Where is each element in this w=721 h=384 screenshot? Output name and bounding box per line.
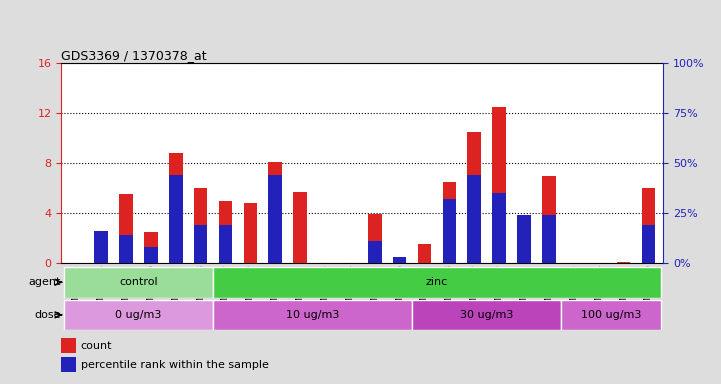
Bar xyxy=(467,175,481,263)
Bar xyxy=(368,214,381,263)
Bar xyxy=(517,215,531,263)
Bar xyxy=(492,107,506,263)
Bar xyxy=(368,241,381,263)
Bar xyxy=(492,193,506,263)
Bar xyxy=(144,232,158,263)
Bar xyxy=(194,188,208,263)
Bar xyxy=(61,357,76,372)
Bar xyxy=(417,244,431,263)
Bar xyxy=(443,199,456,263)
Text: zinc: zinc xyxy=(426,277,448,287)
Bar xyxy=(393,260,407,263)
Bar xyxy=(144,247,158,263)
Bar xyxy=(63,300,213,330)
Bar xyxy=(194,225,208,263)
Bar xyxy=(393,257,407,263)
Bar xyxy=(616,262,630,263)
Text: 10 ug/m3: 10 ug/m3 xyxy=(286,310,340,320)
Bar xyxy=(467,132,481,263)
Bar xyxy=(642,188,655,263)
Bar xyxy=(412,300,562,330)
Bar xyxy=(119,235,133,263)
Text: GDS3369 / 1370378_at: GDS3369 / 1370378_at xyxy=(61,49,207,62)
Text: dose: dose xyxy=(35,310,61,320)
Bar xyxy=(542,215,556,263)
Bar xyxy=(642,225,655,263)
Bar xyxy=(244,203,257,263)
Bar xyxy=(63,267,213,298)
Text: 30 ug/m3: 30 ug/m3 xyxy=(460,310,513,320)
Text: 0 ug/m3: 0 ug/m3 xyxy=(115,310,162,320)
Bar xyxy=(443,182,456,263)
Bar xyxy=(169,175,182,263)
Text: 100 ug/m3: 100 ug/m3 xyxy=(581,310,641,320)
Bar xyxy=(213,267,661,298)
Bar xyxy=(542,176,556,263)
Bar xyxy=(218,200,232,263)
Bar xyxy=(61,338,76,353)
Bar xyxy=(268,162,282,263)
Bar xyxy=(218,225,232,263)
Bar xyxy=(293,192,307,263)
Text: agent: agent xyxy=(28,277,61,287)
Text: count: count xyxy=(81,341,112,351)
Bar xyxy=(562,300,661,330)
Bar xyxy=(213,300,412,330)
Bar xyxy=(94,254,108,263)
Bar xyxy=(169,153,182,263)
Bar xyxy=(268,175,282,263)
Bar xyxy=(119,194,133,263)
Bar xyxy=(94,231,108,263)
Text: control: control xyxy=(119,277,158,287)
Text: percentile rank within the sample: percentile rank within the sample xyxy=(81,360,268,370)
